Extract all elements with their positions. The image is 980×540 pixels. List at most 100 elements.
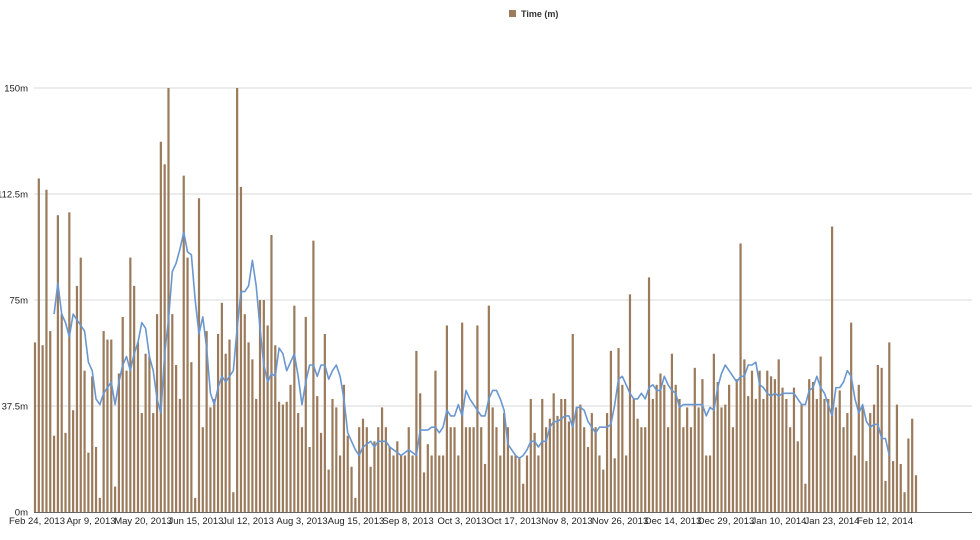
bar	[87, 452, 90, 512]
bar	[308, 446, 311, 512]
bar	[339, 455, 342, 512]
moving-average-line	[53, 231, 891, 460]
x-tick-label: Nov 8, 2013	[541, 516, 592, 527]
x-tick-label: Oct 17, 2013	[487, 516, 541, 527]
bar	[327, 469, 330, 512]
bar	[666, 427, 670, 512]
bar	[331, 398, 334, 512]
bar	[403, 455, 407, 512]
bar	[544, 427, 548, 512]
x-tick-label: Jun 15, 2013	[169, 516, 224, 527]
bar	[758, 370, 761, 512]
bar	[728, 384, 731, 512]
bar	[495, 427, 498, 512]
bar	[205, 331, 208, 512]
legend-label: Time (m)	[521, 9, 558, 19]
bar	[155, 314, 159, 512]
bar	[861, 407, 864, 512]
bar	[472, 427, 475, 512]
bar	[441, 455, 445, 512]
bar	[358, 427, 361, 512]
x-tick-label: Jul 12, 2013	[222, 516, 274, 527]
bar	[872, 404, 876, 512]
bar	[773, 379, 776, 512]
bar	[312, 240, 315, 512]
bar	[644, 427, 647, 512]
bar	[754, 398, 757, 512]
bar	[659, 373, 662, 512]
bar	[346, 435, 349, 512]
bar	[411, 455, 414, 512]
bar	[567, 421, 571, 512]
bar	[277, 401, 281, 512]
bar	[499, 455, 502, 512]
y-axis-ticks: 0m 37.5m 75m 112.5m 150m	[0, 84, 28, 519]
bar	[529, 398, 532, 512]
bar	[178, 398, 182, 512]
bar	[224, 353, 227, 512]
bar	[60, 314, 63, 512]
bar	[407, 427, 410, 512]
bar	[811, 381, 815, 512]
bar	[487, 305, 490, 512]
bar	[575, 407, 578, 512]
bar	[518, 458, 521, 512]
bar	[735, 379, 738, 512]
bar	[907, 438, 910, 512]
bar	[175, 365, 178, 512]
bar	[670, 353, 674, 512]
bar	[789, 427, 792, 512]
bar	[590, 413, 593, 512]
bar	[605, 413, 609, 512]
bar	[503, 413, 506, 512]
bar	[556, 415, 559, 512]
bar	[823, 398, 826, 512]
bar	[583, 427, 586, 512]
bar	[857, 384, 860, 512]
bar	[213, 398, 216, 512]
bar	[461, 322, 464, 512]
bar	[255, 398, 258, 512]
x-tick-label: Dec 14, 2013	[645, 516, 702, 527]
bar	[197, 198, 201, 513]
bar	[121, 316, 124, 512]
x-tick-label: Oct 3, 2013	[437, 516, 486, 527]
x-tick-label: Feb 24, 2013	[9, 516, 65, 527]
bar	[743, 359, 746, 512]
bar	[262, 300, 265, 512]
bar	[613, 458, 616, 512]
bar	[468, 427, 471, 512]
bar	[708, 455, 712, 512]
bar	[701, 379, 704, 512]
bar	[464, 427, 468, 512]
bar	[438, 455, 441, 512]
bar	[598, 455, 601, 512]
bar	[380, 407, 384, 512]
bar	[827, 398, 830, 512]
bar	[853, 455, 857, 512]
bar	[281, 404, 284, 512]
bar	[113, 486, 117, 512]
bar	[697, 407, 700, 512]
bar	[625, 455, 628, 512]
bar	[781, 387, 784, 512]
y-tick-label: 75m	[10, 296, 29, 307]
bar	[98, 497, 101, 512]
bar	[914, 475, 918, 512]
bar	[712, 353, 715, 512]
bar	[579, 404, 582, 512]
bar	[289, 384, 292, 512]
x-tick-label: Dec 29, 2013	[698, 516, 755, 527]
bar	[190, 362, 193, 512]
bar-series	[33, 88, 918, 513]
bar	[628, 294, 632, 512]
bar	[293, 305, 296, 512]
bar	[220, 302, 223, 512]
bar	[819, 356, 822, 512]
bar	[342, 384, 346, 512]
bar	[419, 393, 422, 512]
y-tick-label: 112.5m	[0, 190, 28, 201]
bar	[41, 345, 44, 512]
